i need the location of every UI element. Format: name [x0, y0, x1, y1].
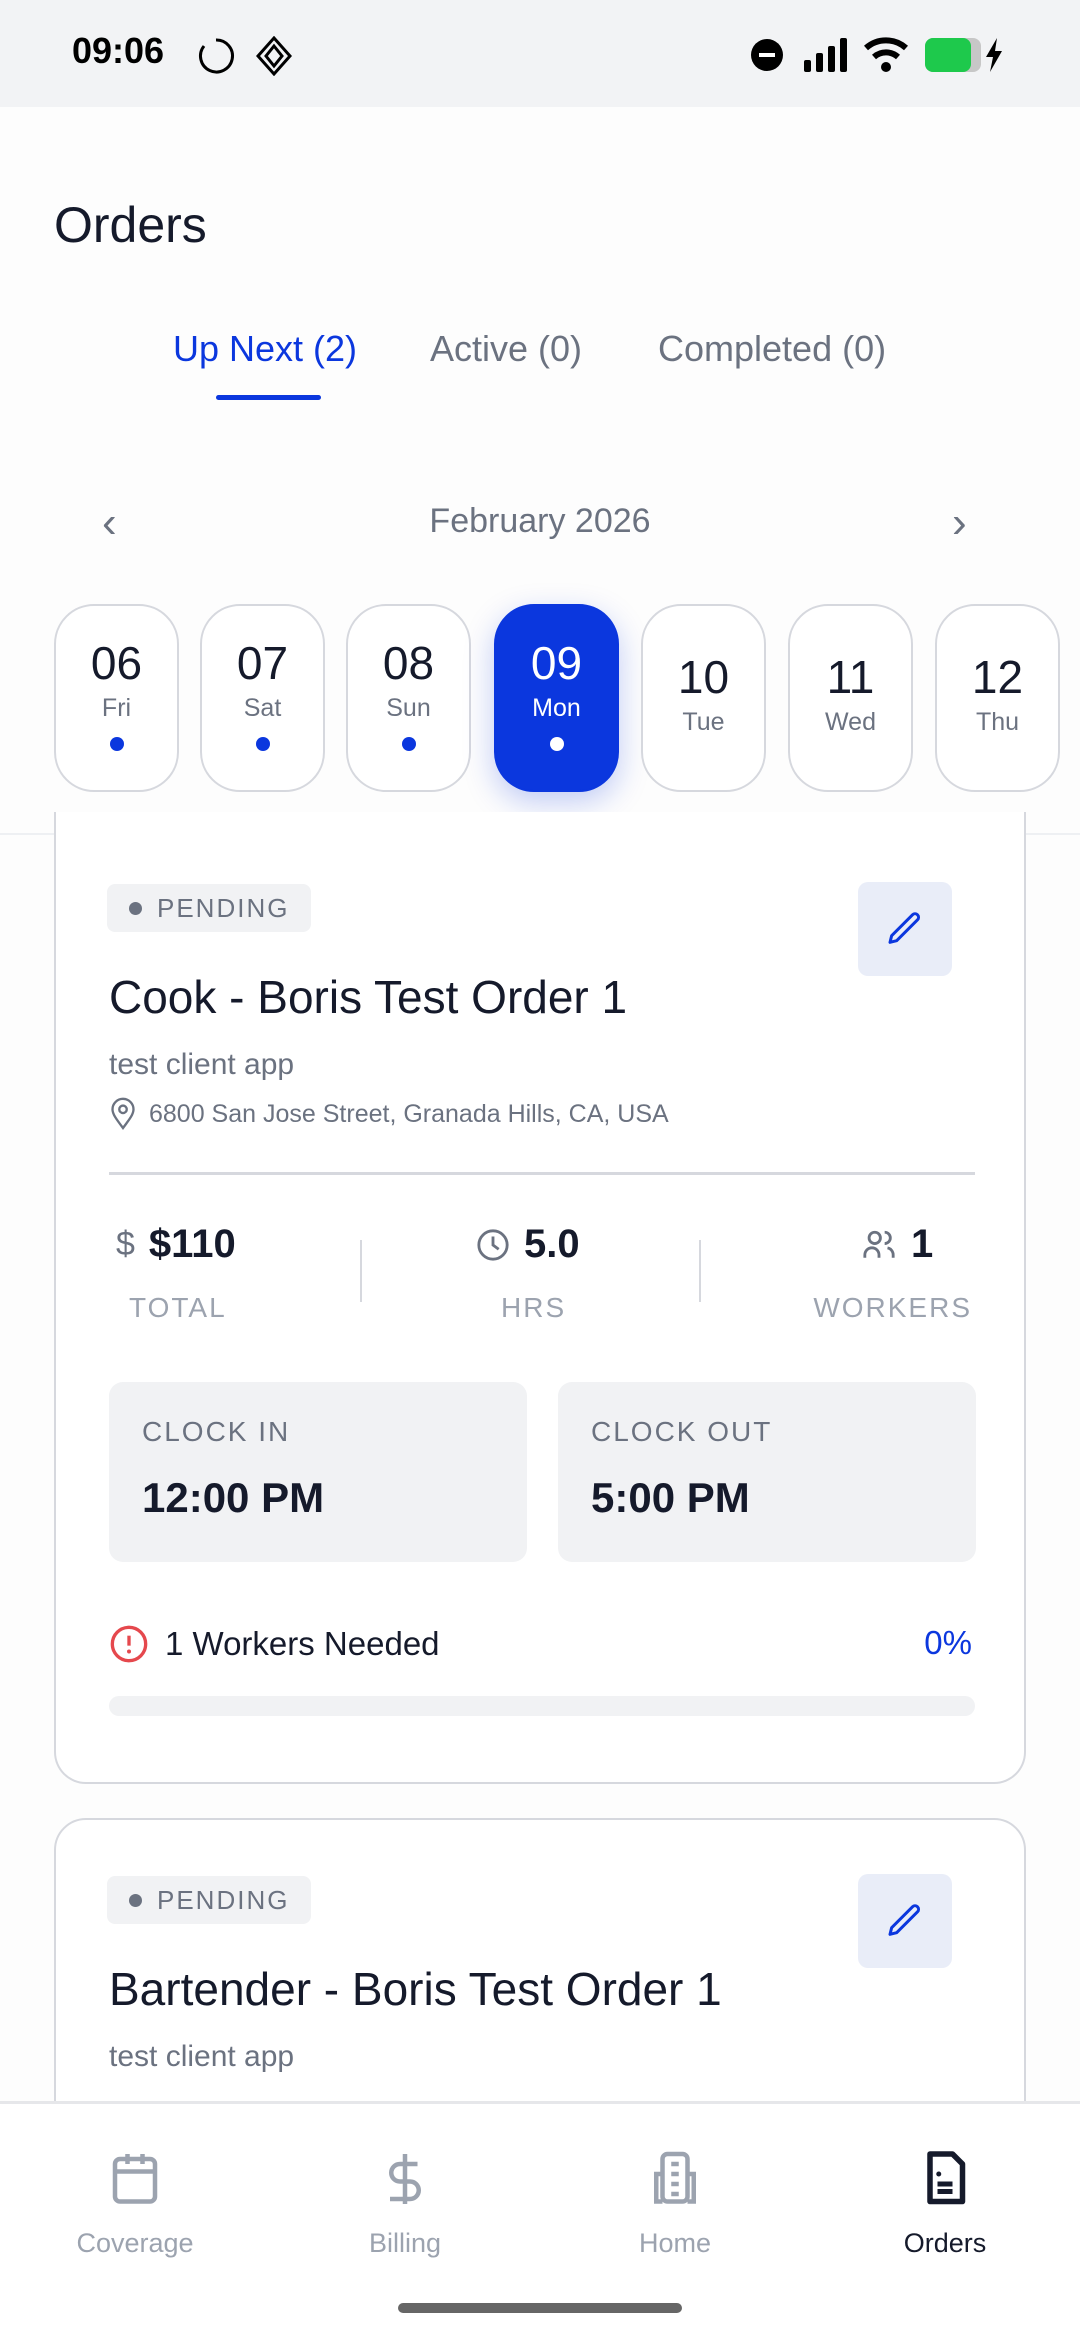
client-name: test client app — [109, 1048, 295, 1081]
order-title: Bartender - Boris Test Order 1 — [109, 1963, 722, 2015]
location-pin-icon — [111, 1097, 135, 1130]
divider — [699, 1240, 701, 1302]
has-orders-dot — [109, 737, 124, 751]
date-weekday: Tue — [682, 708, 725, 736]
date-weekday: Sun — [386, 694, 431, 722]
status-badge: PENDING — [107, 884, 312, 932]
nav-home[interactable]: Home — [575, 2149, 775, 2259]
loading-icon — [199, 38, 234, 74]
battery-icon — [925, 38, 981, 72]
total-label: TOTAL — [129, 1292, 227, 1323]
fill-progress-bar — [109, 1696, 975, 1716]
divider — [109, 1172, 975, 1175]
date-number: 10 — [677, 651, 730, 703]
workers-stat: 1 — [861, 1222, 933, 1267]
dollar-icon: $ — [116, 1225, 135, 1263]
total-stat: $ $110 — [116, 1222, 236, 1267]
nav-label: Orders — [903, 2228, 987, 2258]
date-number: 07 — [236, 637, 289, 689]
date-pill[interactable]: 12 Thu — [935, 604, 1060, 792]
month-label: February 2026 — [429, 502, 651, 540]
status-bar: 09:06 — [0, 0, 1080, 107]
alert-circle-icon — [110, 1625, 148, 1663]
bottom-nav: Coverage Billing Home Orders — [0, 2101, 1080, 2340]
date-pill[interactable]: 06 Fri — [54, 604, 179, 792]
charging-icon — [986, 38, 1002, 72]
has-orders-dot — [549, 737, 564, 751]
status-time: 09:06 — [72, 30, 165, 71]
building-icon — [654, 2151, 696, 2204]
do-not-disturb-icon — [751, 39, 783, 71]
fill-percent: 0% — [924, 1624, 972, 1661]
home-indicator[interactable] — [398, 2303, 682, 2313]
clock-in-box: CLOCK IN 12:00 PM — [109, 1382, 527, 1562]
app-notification-icon — [256, 36, 292, 76]
calendar-icon — [112, 2154, 158, 2204]
chevron-right-icon: › — [952, 498, 967, 547]
users-icon — [863, 1230, 895, 1258]
date-number: 11 — [826, 651, 875, 703]
nav-label: Coverage — [76, 2228, 194, 2258]
has-orders-dot — [401, 737, 416, 751]
next-month-button[interactable]: › — [952, 498, 967, 548]
date-pill[interactable]: 07 Sat — [200, 604, 325, 792]
nav-billing[interactable]: Billing — [305, 2149, 505, 2259]
workers-value: 1 — [911, 1222, 934, 1266]
page-title: Orders — [54, 197, 207, 253]
previous-month-button[interactable]: ‹ — [102, 498, 117, 548]
date-number: 06 — [90, 637, 143, 689]
nav-label: Home — [638, 2228, 712, 2258]
nav-orders[interactable]: Orders — [845, 2149, 1045, 2259]
order-title: Cook - Boris Test Order 1 — [109, 971, 628, 1023]
date-number: 08 — [382, 637, 435, 689]
edit-order-button[interactable] — [858, 882, 952, 976]
date-weekday: Wed — [825, 708, 876, 736]
pencil-icon — [888, 912, 921, 944]
clock-out-label: CLOCK OUT — [591, 1416, 773, 1447]
workers-label: WORKERS — [813, 1292, 972, 1323]
active-tab-indicator — [216, 395, 321, 400]
dollar-icon — [389, 2154, 421, 2204]
clock-out-time: 5:00 PM — [591, 1474, 750, 1521]
date-weekday: Fri — [101, 694, 132, 722]
date-weekday: Mon — [532, 694, 581, 722]
date-pill-selected[interactable]: 09 Mon — [494, 604, 619, 792]
hours-value: 5.0 — [524, 1222, 580, 1266]
address-text: 6800 San Jose Street, Granada Hills, CA,… — [149, 1099, 669, 1128]
status-badge: PENDING — [107, 1876, 312, 1924]
document-icon — [927, 2151, 966, 2205]
total-value: $110 — [148, 1222, 236, 1266]
nav-label: Billing — [368, 2228, 442, 2258]
date-pill[interactable]: 10 Tue — [641, 604, 766, 792]
clock-in-time: 12:00 PM — [142, 1474, 325, 1521]
clock-in-label: CLOCK IN — [142, 1416, 291, 1447]
tab-active[interactable]: Active (0) — [430, 328, 583, 369]
hours-stat: 5.0 — [476, 1222, 580, 1267]
date-pill[interactable]: 11 Wed — [788, 604, 913, 792]
date-weekday: Sat — [243, 694, 282, 722]
date-weekday: Thu — [975, 708, 1020, 736]
signal-icon — [804, 38, 847, 72]
pencil-icon — [888, 1904, 921, 1936]
date-number: 09 — [530, 637, 583, 689]
nav-coverage[interactable]: Coverage — [35, 2149, 235, 2259]
workers-needed: 1 Workers Needed — [109, 1624, 440, 1664]
tab-completed[interactable]: Completed (0) — [658, 328, 887, 369]
workers-needed-text: 1 Workers Needed — [165, 1625, 440, 1662]
date-pill[interactable]: 08 Sun — [346, 604, 471, 792]
order-card[interactable]: PENDING Cook - Boris Test Order 1 test c… — [54, 812, 1026, 1784]
has-orders-dot — [255, 737, 270, 751]
date-number: 12 — [971, 651, 1024, 703]
hours-label: HRS — [501, 1292, 567, 1323]
wifi-icon — [864, 37, 908, 72]
chevron-left-icon: ‹ — [102, 498, 117, 547]
client-name: test client app — [109, 2040, 295, 2073]
divider — [360, 1240, 362, 1302]
tab-up-next[interactable]: Up Next (2) — [173, 328, 358, 369]
edit-order-button[interactable] — [858, 1874, 952, 1968]
clock-out-box: CLOCK OUT 5:00 PM — [558, 1382, 976, 1562]
clock-icon — [477, 1228, 509, 1261]
order-address: 6800 San Jose Street, Granada Hills, CA,… — [109, 1097, 669, 1131]
